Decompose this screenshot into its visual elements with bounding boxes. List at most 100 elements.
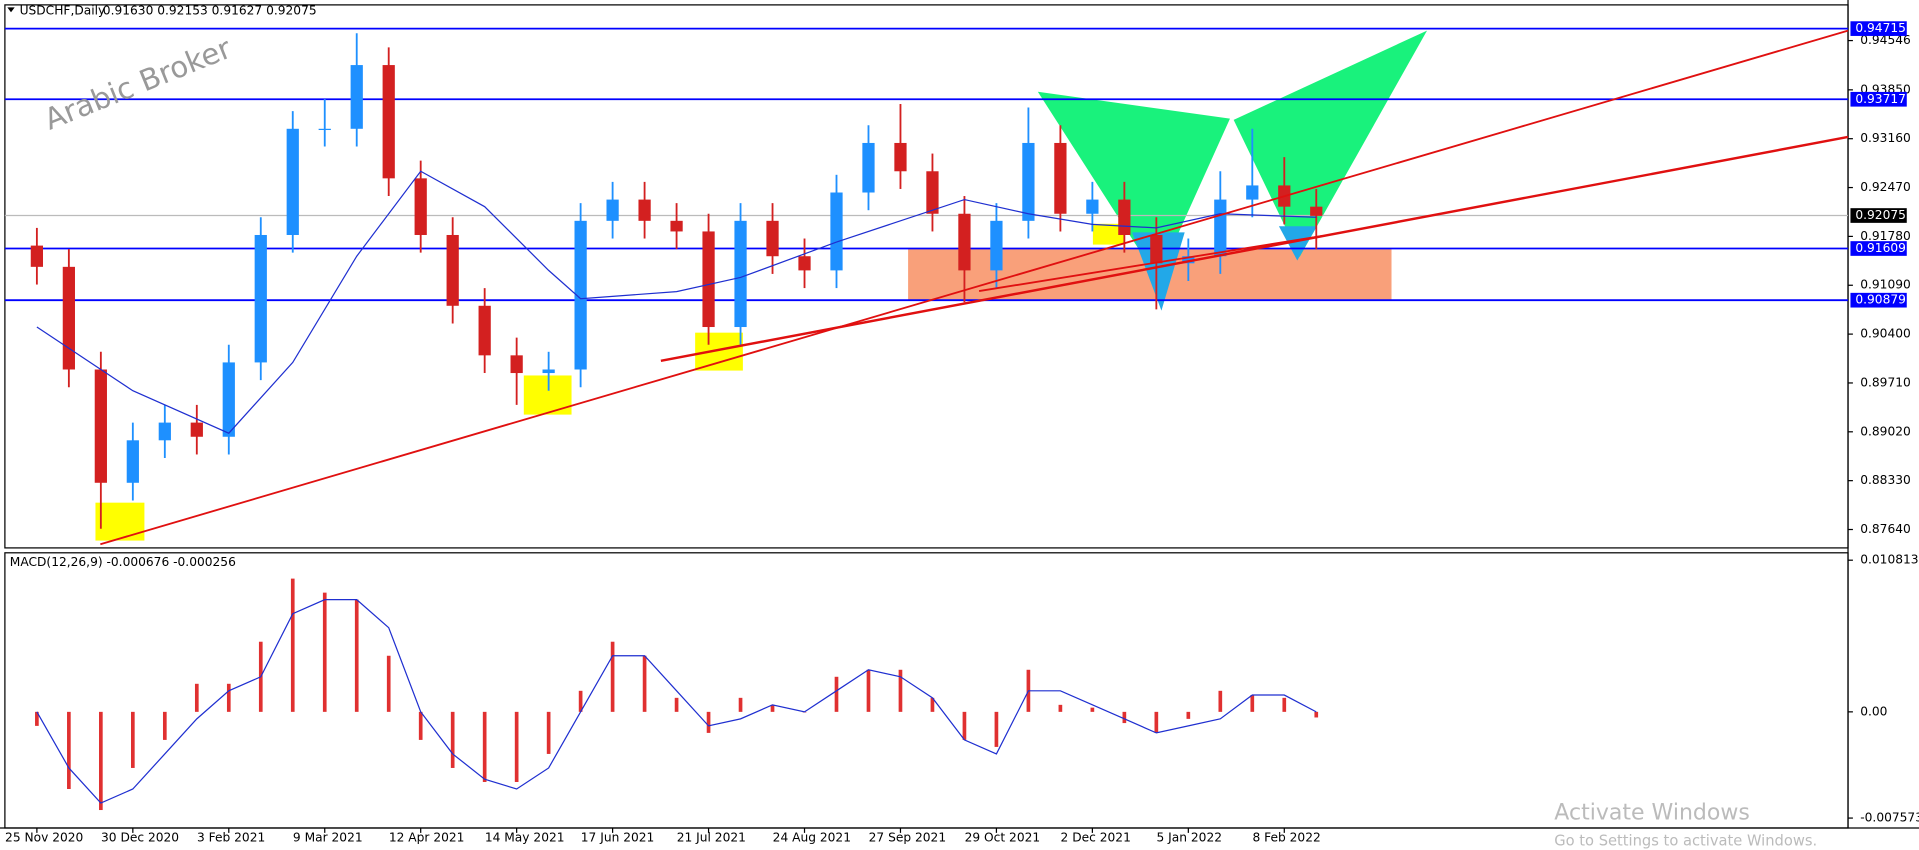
candle-body [478,305,491,356]
macd-bar [482,711,487,782]
header-marker [7,7,15,13]
macd-bar [834,676,839,712]
ohlc-readout: 0.91630 0.92153 0.91627 0.92075 [103,4,317,18]
y-tick-label: 0.92470 [1860,180,1911,194]
macd-bar [930,697,935,712]
candle-body [1310,206,1323,216]
macd-bar [866,669,871,712]
macd-bar [35,711,39,726]
candle-body [222,362,235,437]
trendlines [100,29,1849,546]
price-level-tag [1850,91,1907,107]
candle-body [414,178,427,235]
candle-body [734,220,747,328]
x-tick-label: 27 Sep 2021 [869,830,946,844]
x-tick-label: 14 May 2021 [485,830,565,844]
y-tick-label: 0.93160 [1860,131,1911,145]
x-tick-label: 21 Jul 2021 [677,830,746,844]
candle-body [542,369,555,374]
macd-bar [898,669,903,712]
y-tick-label: -0.007573 [1860,811,1919,825]
macd-bar [67,711,71,789]
candle-body [862,142,875,193]
candle-body [670,220,683,232]
macd-bar [290,578,295,712]
candle-body [606,199,619,221]
macd-bar [674,697,679,712]
highlight-box [1092,223,1124,245]
macd-bar [1154,711,1159,733]
candle-body [1246,185,1259,200]
candle-body [446,234,459,306]
candle-body [94,369,107,483]
candle-body [510,355,523,374]
candle-body [830,192,843,271]
candle-body [1086,199,1099,214]
os-notice-subtitle: Go to Settings to activate Windows. [1554,832,1817,849]
x-tick-label: 5 Jan 2022 [1157,830,1223,844]
macd-bar [99,711,103,811]
candle-body [894,142,907,172]
macd-bar [194,683,199,712]
y-tick-label: 0.010813 [1860,553,1918,567]
candle-body [1150,234,1163,264]
y-tick-label: 0.90400 [1860,327,1911,341]
pattern-tip [1278,226,1317,261]
macd-bar [1090,707,1095,712]
last-price-tag [1850,208,1907,223]
signal-line [36,599,1317,804]
price-level-tag [1850,21,1907,36]
macd-bar [1122,711,1127,724]
candle-body [1182,256,1195,264]
pattern-tip [1132,232,1185,311]
macd-bar [162,711,167,740]
y-tick-label: 0.87640 [1860,522,1911,536]
macd-bar [578,690,583,712]
x-tick-label: 8 Feb 2022 [1252,830,1320,844]
macd-bar [546,711,551,754]
macd-bar [130,711,135,768]
candle-body [926,171,939,214]
macd-bar [706,711,711,733]
trendline [660,135,1849,362]
macd-bar [770,704,775,712]
candle-body [318,128,331,131]
candle-body [1022,142,1035,221]
price-level-label: 0.94715 [1855,21,1906,35]
candle-body [382,65,395,179]
y-tick-label: 0.88330 [1860,473,1911,487]
moving-average [36,170,1317,434]
y-tick-label: 0.00 [1860,704,1887,718]
price-level-label: 0.93717 [1855,92,1906,106]
pattern-triangle [1037,91,1230,279]
indicator-title: MACD(12,26,9) -0.000676 -0.000256 [10,555,236,569]
candle-body [1118,199,1131,235]
candle-body [1214,199,1227,257]
x-tick-label: 24 Aug 2021 [773,830,851,844]
macd-bar [610,641,615,712]
candle-body [350,65,363,129]
y-tick-label: 0.94546 [1860,33,1911,47]
macd-bar [418,711,423,740]
macd-bar [994,711,999,747]
candle-body [254,234,267,363]
macd-bar [322,592,327,712]
candle-body [990,220,1003,271]
highlight-box [95,502,145,541]
x-tick-label: 25 Nov 2020 [5,830,83,844]
x-tick-label: 17 Jun 2021 [581,830,655,844]
price-level-label: 0.90879 [1855,293,1906,307]
os-notice-title: Activate Windows [1554,800,1750,825]
chart-title: USDCHF,Daily [20,4,106,18]
price-level-tag [1850,241,1907,256]
macd-bar [450,711,455,768]
trendline [978,235,1322,292]
highlight-box [695,332,743,371]
macd-bar [386,655,391,712]
y-tick-label: 0.89020 [1860,424,1911,438]
candle-body [286,128,299,235]
